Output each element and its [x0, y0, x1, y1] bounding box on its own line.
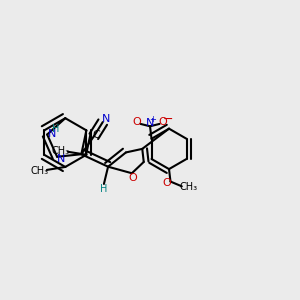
- Text: +: +: [150, 115, 156, 124]
- Text: O: O: [128, 173, 137, 183]
- Text: CH₃: CH₃: [179, 182, 197, 192]
- Text: N: N: [101, 114, 110, 124]
- Text: O: O: [159, 117, 167, 127]
- Text: N: N: [48, 129, 56, 139]
- Text: O: O: [163, 178, 171, 188]
- Text: O: O: [133, 117, 141, 127]
- Text: H: H: [100, 184, 108, 194]
- Text: N: N: [57, 154, 65, 164]
- Text: N: N: [146, 118, 154, 128]
- Text: CH₃: CH₃: [52, 146, 70, 156]
- Text: H: H: [52, 124, 59, 134]
- Text: −: −: [163, 113, 173, 126]
- Text: CH₃: CH₃: [30, 166, 49, 176]
- Text: C: C: [92, 130, 100, 140]
